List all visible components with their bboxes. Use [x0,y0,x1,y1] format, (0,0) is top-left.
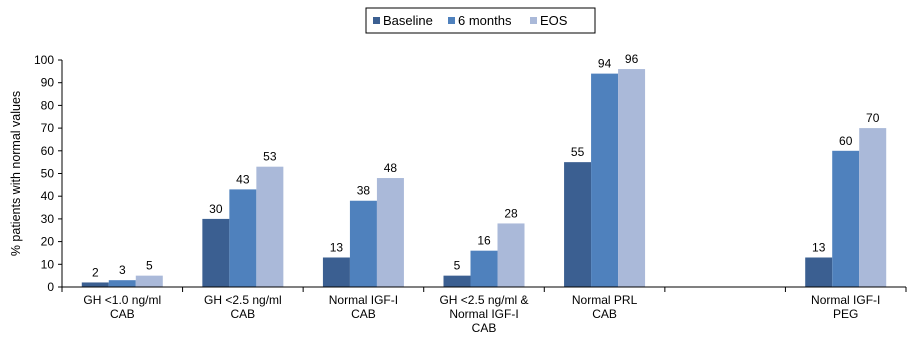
legend-label: EOS [540,13,568,28]
category-label: CAB [110,307,135,321]
y-tick-label: 100 [34,53,54,67]
category-label: GH <1.0 ng/ml [83,293,161,307]
y-tick-label: 20 [41,235,55,249]
legend-swatch [373,17,380,24]
bar [108,280,136,287]
bar [81,282,109,287]
bar [229,189,257,287]
y-tick-label: 40 [41,189,55,203]
data-label: 30 [209,202,223,216]
category-label: Normal PRL [572,293,638,307]
bar [564,162,592,287]
data-label: 16 [477,234,491,248]
bar [349,200,377,287]
data-label: 13 [812,240,826,254]
data-label: 48 [384,161,398,175]
y-tick-label: 10 [41,257,55,271]
y-tick-label: 50 [41,167,55,181]
legend: Baseline 6 months EOS [365,7,596,34]
data-label: 38 [357,184,371,198]
bar [376,178,404,287]
data-label: 13 [330,240,344,254]
category-label: Normal IGF-I [329,293,398,307]
category-label: GH <2.5 ng/ml [204,293,282,307]
data-label: 5 [146,259,153,273]
data-label: 96 [625,52,639,66]
data-label: 55 [571,145,585,159]
legend-swatch [530,17,537,24]
data-label: 60 [839,134,853,148]
data-label: 3 [119,263,126,277]
legend-label: 6 months [458,13,512,28]
bar [805,257,833,287]
legend-swatch [448,17,455,24]
category-label: CAB [592,307,617,321]
bar [832,150,860,287]
category-label: Normal IGF-I [811,293,880,307]
bar [443,275,471,287]
bar [591,73,619,288]
category-label: CAB [472,321,497,335]
legend-label: Baseline [383,13,433,28]
bar [322,257,350,287]
category-label: CAB [351,307,376,321]
y-tick-label: 90 [41,76,55,90]
y-tick-label: 0 [47,280,54,294]
data-label: 53 [263,150,277,164]
bar [202,218,230,287]
category-label: Normal IGF-I [449,307,518,321]
legend-box [365,7,596,34]
bars [81,69,887,288]
y-tick-label: 70 [41,121,55,135]
bar [256,166,284,287]
y-tick-label: 60 [41,144,55,158]
y-tick-label: 30 [41,212,55,226]
data-label: 2 [92,265,99,279]
y-axis-label: % patients with normal values [9,91,23,256]
data-label: 70 [866,111,880,125]
bar [859,128,887,287]
category-label: CAB [231,307,256,321]
bar [497,223,525,287]
data-label: 43 [236,172,250,186]
bar [618,69,646,287]
data-label: 5 [454,259,461,273]
category-label: GH <2.5 ng/ml & [439,293,528,307]
data-label: 94 [598,57,612,71]
bar [470,250,498,287]
y-tick-label: 80 [41,98,55,112]
category-label: PEG [833,307,858,321]
bar [135,275,163,287]
y-axis-ticks: 0 10 20 30 40 50 60 70 80 90 100 [34,53,907,294]
data-label: 28 [504,206,518,220]
